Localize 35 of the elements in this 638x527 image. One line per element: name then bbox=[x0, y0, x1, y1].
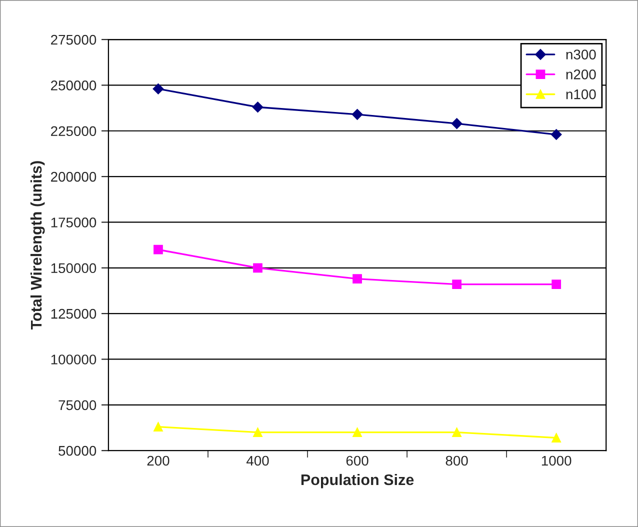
point bbox=[550, 129, 562, 140]
point bbox=[154, 422, 163, 432]
x-tick-label: 1000 bbox=[542, 456, 572, 466]
y-tick-label: 175000 bbox=[51, 218, 96, 228]
x-tick-label: 400 bbox=[246, 456, 269, 466]
legend-label: n300 bbox=[566, 50, 596, 60]
legend-label: n100 bbox=[566, 89, 596, 100]
point bbox=[352, 274, 362, 284]
point bbox=[352, 109, 363, 120]
point bbox=[252, 102, 264, 113]
x-axis-title: Population Size bbox=[301, 474, 414, 488]
y-tick-label: 250000 bbox=[51, 80, 96, 90]
x-tick-label: 600 bbox=[346, 456, 368, 466]
y-tick-label: 225000 bbox=[51, 126, 96, 136]
y-tick-label: 50000 bbox=[58, 446, 96, 456]
y-tick-label: 100000 bbox=[51, 354, 96, 364]
y-tick-label: 125000 bbox=[51, 308, 96, 319]
point bbox=[253, 428, 262, 437]
legend-label: n200 bbox=[566, 70, 596, 80]
point bbox=[352, 428, 362, 437]
point bbox=[552, 433, 562, 442]
point bbox=[154, 244, 163, 254]
y-tick-label: 200000 bbox=[51, 172, 96, 182]
point bbox=[451, 118, 462, 129]
y-axis-title: Total Wirelength (units) bbox=[30, 161, 45, 330]
x-tick-label: 800 bbox=[446, 456, 468, 466]
point bbox=[552, 280, 562, 290]
x-tick-label: 200 bbox=[147, 456, 170, 466]
y-tick-label: 275000 bbox=[51, 34, 96, 45]
point bbox=[152, 83, 164, 94]
point bbox=[452, 428, 462, 437]
y-tick-label: 75000 bbox=[58, 400, 96, 410]
point bbox=[452, 280, 462, 290]
point bbox=[253, 263, 262, 273]
y-tick-label: 150000 bbox=[51, 263, 96, 274]
